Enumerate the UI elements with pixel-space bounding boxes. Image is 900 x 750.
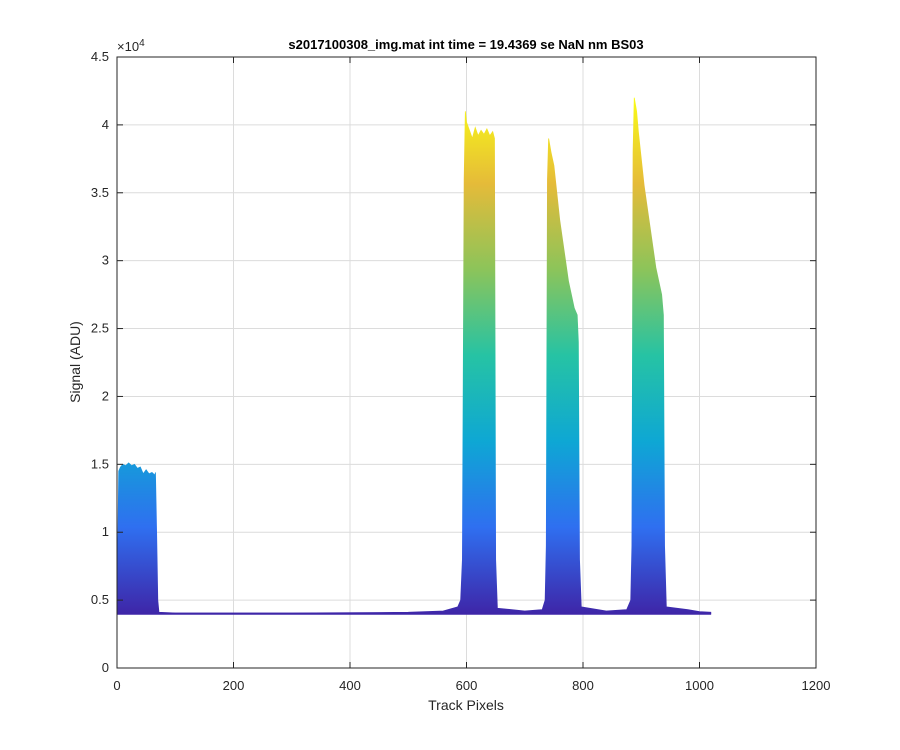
y-axis-label: Signal (ADU)	[67, 321, 83, 403]
y-tick-label: 2.5	[91, 321, 109, 336]
y-tick-label: 2	[102, 388, 109, 403]
y-exponent-power: 4	[139, 38, 145, 49]
y-axis-exponent: ×104	[117, 38, 145, 54]
x-axis-label: Track Pixels	[428, 697, 504, 713]
x-tick-label: 1200	[802, 678, 831, 693]
y-tick-label: 1	[102, 524, 109, 539]
x-tick-label: 1000	[685, 678, 714, 693]
data-layer	[116, 97, 712, 615]
y-exponent-base: ×10	[117, 39, 139, 54]
y-tick-label: 3	[102, 253, 109, 268]
y-tick-label: 3.5	[91, 185, 109, 200]
y-tick-label: 4.5	[91, 49, 109, 64]
y-tick-label: 4	[102, 117, 109, 132]
y-tick-label: 0.5	[91, 592, 109, 607]
tick-labels: 0 200 400 600 800 1000 1200 0 0.5 1 1.5 2 2.5 3 3.5 4 4.…	[91, 49, 831, 693]
y-tick-label: 1.5	[91, 456, 109, 471]
y-tick-label: 0	[102, 660, 109, 675]
axis-ticks	[116, 56, 817, 669]
signal-area	[117, 97, 712, 614]
x-tick-label: 200	[223, 678, 245, 693]
x-tick-label: 400	[339, 678, 361, 693]
chart-title: s2017100308_img.mat int time = 19.4369 s…	[288, 37, 643, 52]
x-tick-label: 800	[572, 678, 594, 693]
signal-envelope-line	[116, 97, 712, 614]
x-tick-label: 600	[456, 678, 478, 693]
x-tick-label: 0	[113, 678, 120, 693]
